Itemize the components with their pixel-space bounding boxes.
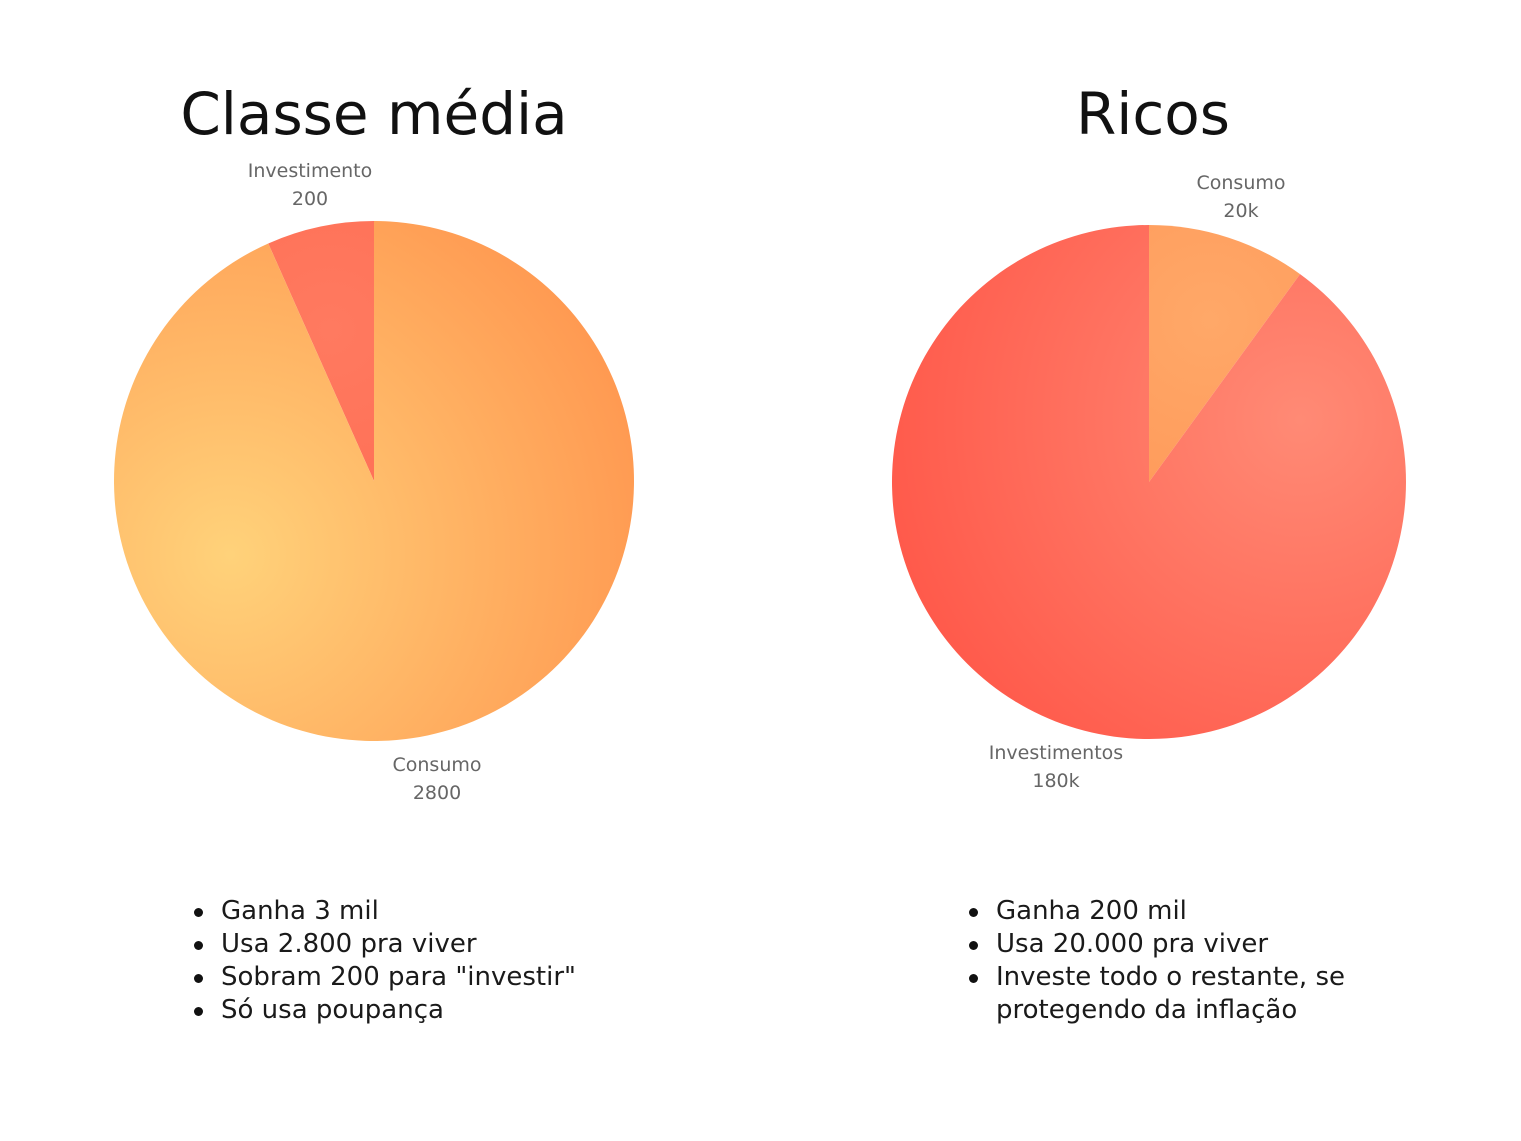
slice-label-value: 20k (1223, 200, 1259, 222)
slice-label-value: 2800 (412, 782, 462, 804)
slice-label-investimento: Investimento 200 (200, 157, 420, 213)
bullet-list-classe-media: Ganha 3 mil Usa 2.800 pra viver Sobram 2… (191, 895, 751, 1027)
pie-slice-investimento (268, 221, 374, 481)
chart-title-classe-media: Classe média (180, 80, 568, 148)
list-item: Investe todo o restante, se protegendo d… (966, 961, 1386, 1027)
slice-label-investimentos: Investimentos 180k (946, 739, 1166, 795)
list-item: Usa 2.800 pra viver (191, 928, 751, 961)
slice-label-name: Consumo (1196, 172, 1286, 194)
chart-title-ricos: Ricos (1075, 80, 1230, 148)
slice-label-name: Investimentos (988, 742, 1124, 764)
slice-label-value: 180k (1032, 770, 1080, 792)
slice-label-consumo: Consumo 20k (1131, 169, 1351, 225)
pie-slice-consumo (114, 220, 634, 741)
slice-label-name: Investimento (247, 160, 373, 182)
slice-label-name: Consumo (392, 754, 482, 776)
list-item: Só usa poupança (191, 994, 751, 1027)
list-item: Ganha 200 mil (966, 895, 1386, 928)
pie-slice-investimentos (891, 225, 1406, 740)
pie-slice-consumo (1149, 225, 1301, 482)
list-item: Sobram 200 para "investir" (191, 961, 751, 994)
slice-label-value: 200 (291, 188, 329, 210)
list-item: Ganha 3 mil (191, 895, 751, 928)
slice-label-consumo: Consumo 2800 (327, 751, 547, 807)
bullet-list-ricos: Ganha 200 mil Usa 20.000 pra viver Inves… (966, 895, 1386, 1027)
list-item: Usa 20.000 pra viver (966, 928, 1386, 961)
